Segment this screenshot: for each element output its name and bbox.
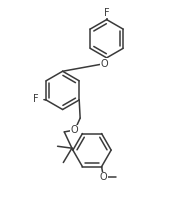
Text: O: O bbox=[101, 59, 108, 69]
Text: O: O bbox=[100, 172, 107, 182]
Text: F: F bbox=[33, 94, 39, 104]
Text: F: F bbox=[104, 8, 109, 18]
Text: O: O bbox=[71, 125, 79, 135]
